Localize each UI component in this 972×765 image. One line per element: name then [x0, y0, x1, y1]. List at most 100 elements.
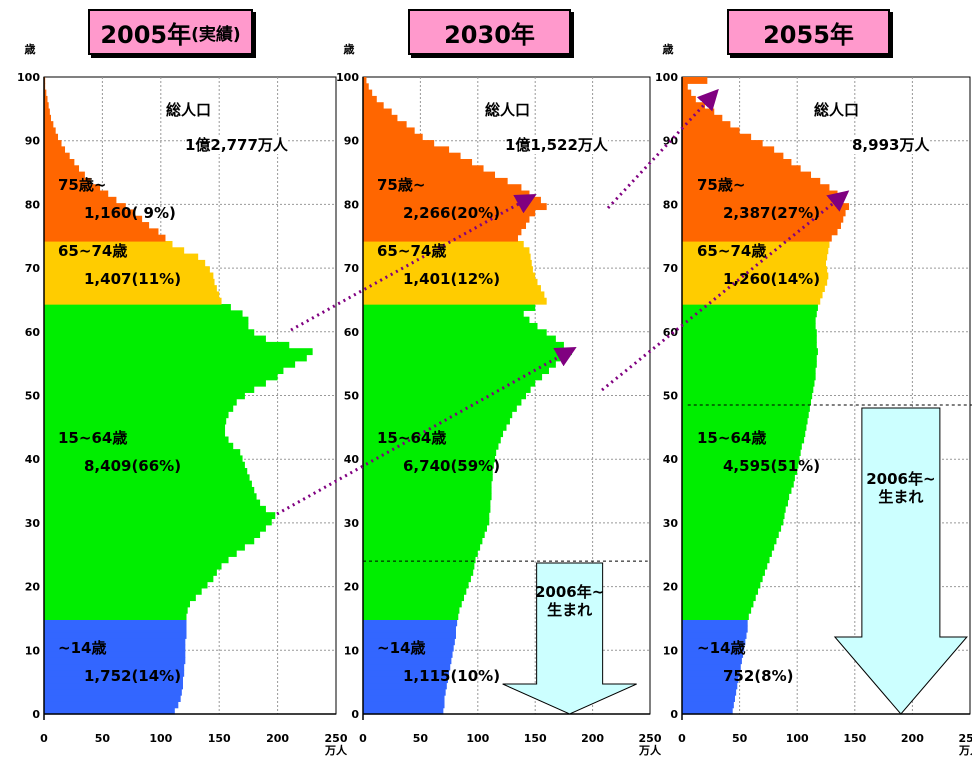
age-bar [682, 367, 816, 375]
age-bar [682, 354, 817, 362]
age-group-value: 8,409(66%) [84, 457, 182, 475]
age-bar [682, 398, 812, 406]
age-bar [363, 707, 444, 715]
x-unit-label: 万人 [958, 743, 972, 757]
age-bar [682, 89, 692, 97]
age-bar [363, 493, 492, 501]
y-tick-label: 20 [25, 581, 41, 594]
age-bar [682, 95, 696, 103]
age-bar [682, 562, 768, 570]
age-bar [682, 253, 828, 261]
age-group-name: 15~64歳 [377, 429, 447, 447]
age-bar [44, 133, 59, 141]
age-bar [682, 701, 734, 709]
age-bar [363, 329, 547, 337]
age-bar [44, 152, 70, 160]
x-unit-label: 万人 [638, 743, 662, 757]
age-group-value: 1,115(10%) [403, 667, 501, 685]
age-bar [363, 127, 415, 135]
age-bar [682, 657, 742, 665]
age-group-value: 1,752(14%) [84, 667, 182, 685]
panel-title-2030: 2030年 [408, 9, 571, 55]
age-bar [44, 310, 243, 318]
age-bar [682, 190, 838, 198]
y-tick-label: 90 [344, 135, 360, 148]
x-tick-label: 150 [208, 732, 231, 745]
age-bar [44, 259, 206, 267]
age-bar [363, 638, 455, 646]
age-bar [363, 196, 541, 204]
x-tick-label: 50 [413, 732, 429, 745]
age-bar [682, 335, 817, 343]
age-bar [44, 512, 276, 520]
age-bar [682, 177, 821, 185]
age-bar [363, 461, 494, 469]
age-bar [44, 228, 159, 236]
total-population-value: 1億1,522万人 [505, 136, 608, 154]
age-bar [682, 493, 790, 501]
age-bar [682, 606, 752, 614]
age-bar [682, 442, 802, 450]
age-bar [363, 499, 491, 507]
age-bar [682, 152, 784, 160]
age-bar [44, 695, 181, 702]
age-bar [44, 209, 136, 217]
age-bar [363, 417, 510, 425]
age-bar [44, 247, 185, 255]
panel-title-2030-text: 2030年 [444, 20, 535, 49]
age-bar [363, 354, 561, 362]
age-bar [682, 550, 772, 557]
age-bar [44, 436, 229, 444]
y-tick-label: 30 [663, 517, 679, 530]
age-bar [363, 524, 487, 532]
age-bar [682, 480, 794, 488]
age-bar [44, 373, 278, 381]
age-bar [44, 543, 245, 551]
age-bar [44, 316, 249, 324]
x-tick-label: 50 [95, 732, 111, 745]
age-bar [363, 83, 369, 91]
age-bar [44, 184, 101, 192]
age-bar [682, 133, 752, 141]
age-bar [682, 297, 821, 305]
age-bar [44, 190, 109, 198]
age-bar [363, 360, 556, 368]
age-bar [363, 278, 538, 286]
age-group-name: 75歳~ [58, 176, 107, 194]
x-tick-label: 0 [40, 732, 48, 745]
age-bar [44, 669, 185, 677]
age-bar [682, 505, 786, 513]
age-bar [363, 77, 367, 84]
age-bar [44, 657, 186, 665]
x-unit-label: 万人 [324, 743, 348, 757]
age-bar [44, 650, 186, 658]
age-bar [44, 127, 56, 135]
age-bar [363, 272, 536, 280]
y-tick-label: 70 [25, 262, 41, 275]
age-bar [44, 486, 255, 494]
age-bar [44, 600, 190, 608]
age-group-value: 1,407(11%) [84, 270, 182, 288]
cohort-shift-arrow [606, 88, 719, 210]
age-bar [363, 632, 456, 639]
age-bar [363, 133, 423, 141]
age-bar [44, 411, 229, 419]
age-bar [44, 524, 266, 532]
age-bar [363, 562, 475, 570]
age-bar [44, 442, 234, 450]
y-tick-label: 100 [655, 71, 678, 84]
age-bar [363, 373, 543, 381]
age-group-name: ~14歳 [697, 639, 746, 657]
cohort-shift-arrow [601, 190, 850, 392]
age-bar [363, 512, 490, 520]
age-bar [682, 392, 813, 400]
age-bar [363, 222, 527, 229]
age-bar [44, 632, 187, 639]
age-bar [682, 430, 806, 438]
age-bar [44, 360, 296, 368]
age-bar [363, 644, 454, 652]
age-bar [682, 386, 814, 393]
age-bar [682, 171, 812, 179]
total-population-title: 総人口 [814, 101, 860, 119]
age-bar [44, 165, 80, 173]
